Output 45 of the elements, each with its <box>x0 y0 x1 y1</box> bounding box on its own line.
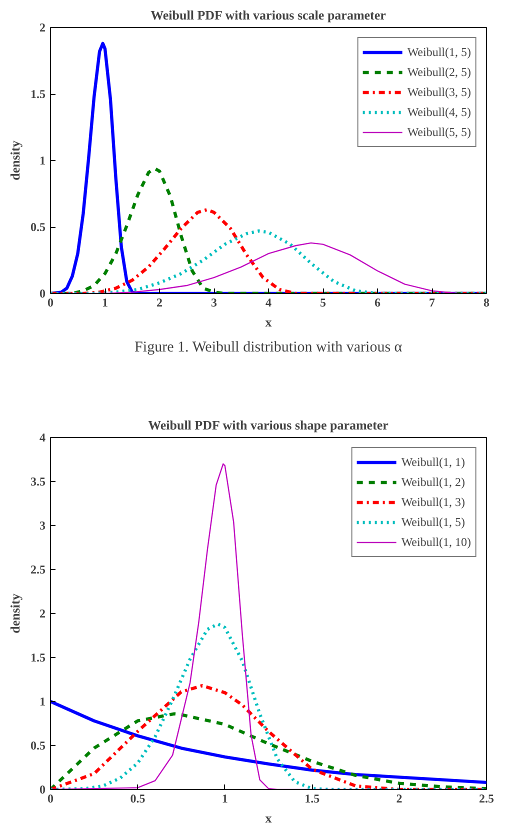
y-tick-label: 3.5 <box>30 474 46 488</box>
x-tick-label: 8 <box>484 296 490 310</box>
y-tick-label: 1 <box>40 694 46 708</box>
x-tick-label: 1 <box>222 792 228 806</box>
x-axis-title: x <box>265 810 272 826</box>
x-tick-label: 0.5 <box>130 792 146 806</box>
legend-label: Weibull(5, 5) <box>407 124 471 140</box>
y-tick-label: 0.5 <box>30 738 46 752</box>
x-tick-label: 3 <box>211 296 217 310</box>
x-tick-label: 4 <box>266 296 272 310</box>
y-tick-label: 0.5 <box>30 220 46 234</box>
chart-title: Weibull PDF with various scale parameter <box>150 8 386 22</box>
legend-label: Weibull(4, 5) <box>407 104 471 120</box>
legend-label: Weibull(3, 5) <box>407 84 471 100</box>
x-tick-label: 2.5 <box>479 792 494 806</box>
legend-label: Weibull(2, 5) <box>407 64 471 80</box>
legend-label: Weibull(1, 10) <box>401 534 471 550</box>
x-tick-label: 5 <box>320 296 326 310</box>
y-tick-label: 1 <box>40 154 46 168</box>
y-tick-label: 1.5 <box>30 650 46 664</box>
x-tick-label: 1 <box>102 296 108 310</box>
x-axis-title: x <box>265 314 272 330</box>
y-tick-label: 3 <box>40 518 46 532</box>
x-tick-label: 7 <box>429 296 435 310</box>
y-tick-label: 4 <box>40 430 46 444</box>
x-tick-label: 1.5 <box>304 792 320 806</box>
y-tick-label: 2 <box>40 606 46 620</box>
y-tick-label: 0 <box>40 286 46 300</box>
line-series <box>50 700 486 784</box>
legend-label: Weibull(1, 5) <box>401 514 465 530</box>
y-axis-title: density <box>8 593 22 634</box>
caption: Figure 1. Weibull distribution with various α <box>134 340 402 356</box>
y-axis-title: density <box>8 140 22 180</box>
legend-label: Weibull(1, 1) <box>401 454 465 470</box>
y-tick-label: 2 <box>40 20 46 34</box>
legend-label: Weibull(1, 2) <box>401 474 465 490</box>
x-tick-label: 6 <box>374 296 380 310</box>
legend-label: Weibull(1, 3) <box>401 494 465 510</box>
x-tick-label: 2 <box>156 296 162 310</box>
y-tick-label: 0 <box>40 782 46 796</box>
y-tick-label: 2.5 <box>30 562 46 576</box>
y-tick-label: 1.5 <box>30 87 46 101</box>
x-tick-label: 2 <box>396 792 402 806</box>
chart-title: Weibull PDF with various shape parameter <box>148 418 389 432</box>
legend-label: Weibull(1, 5) <box>407 44 471 60</box>
